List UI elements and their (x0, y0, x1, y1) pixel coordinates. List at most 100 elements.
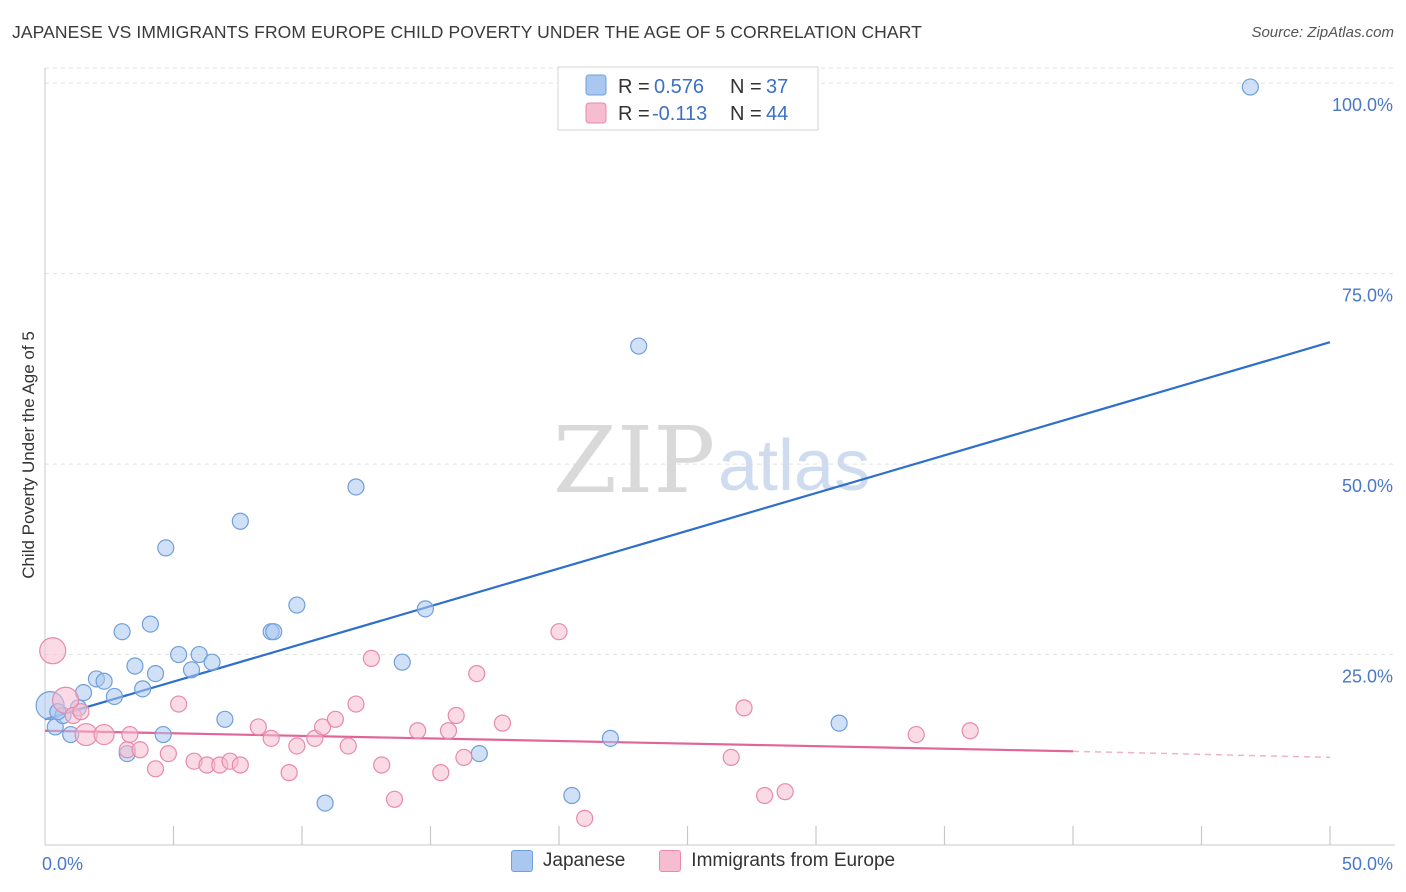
point-europe-19 (280, 764, 298, 782)
point-japanese-28 (393, 653, 411, 671)
point-europe-31 (439, 722, 458, 740)
point-japanese-7 (95, 672, 113, 690)
point-europe-28 (385, 790, 404, 808)
point-europe-40 (755, 786, 774, 805)
point-japanese-33 (630, 337, 648, 355)
point-europe-0 (39, 637, 67, 665)
watermark: ZIP atlas (553, 407, 870, 514)
point-japanese-13 (141, 615, 159, 633)
y-tick-label-1: 50.0% (1342, 476, 1393, 496)
y-axis-label: Child Poverty Under the Age of 5 (19, 331, 38, 579)
point-japanese-34 (830, 714, 848, 732)
point-europe-39 (735, 699, 753, 717)
point-europe-37 (576, 809, 594, 827)
legend-r-value-japanese: 0.576 (654, 76, 704, 98)
point-europe-36 (550, 623, 568, 641)
legend-n-value-europe: 44 (766, 103, 788, 125)
point-japanese-9 (113, 623, 131, 641)
stats-legend: R = 0.576 N = 37 R = -0.113 N = 44 (557, 66, 819, 131)
point-europe-3 (72, 703, 90, 721)
point-europe-26 (362, 649, 380, 667)
data-points (35, 78, 1259, 827)
x-tick-label-0: 0.0% (42, 854, 83, 874)
point-japanese-14 (146, 665, 165, 683)
point-japanese-8 (105, 687, 123, 706)
bottom-legend-swatch-europe (659, 850, 682, 872)
y-tick-label-0: 25.0% (1342, 667, 1393, 687)
axes (44, 68, 1395, 846)
point-europe-5 (93, 723, 115, 746)
point-japanese-31 (563, 786, 581, 805)
trend-line-europe-extension (1072, 750, 1331, 759)
point-japanese-22 (231, 512, 249, 530)
point-europe-7 (121, 725, 139, 744)
trend-line-japanese (44, 341, 1331, 721)
bottom-legend-europe[interactable]: Immigrants from Europe (659, 850, 895, 872)
chart-title: JAPANESE VS IMMIGRANTS FROM EUROPE CHILD… (12, 22, 922, 42)
point-europe-25 (347, 695, 365, 713)
point-europe-24 (339, 737, 357, 755)
bottom-legend-label-europe: Immigrants from Europe (691, 850, 896, 871)
source-label: Source: ZipAtlas.com (1251, 24, 1394, 41)
bottom-legend-japanese[interactable]: Japanese (510, 850, 626, 872)
point-japanese-20 (203, 653, 221, 671)
point-europe-23 (326, 710, 345, 728)
x-tick-labels: 0.0% 50.0% (42, 854, 1393, 874)
legend-n-value-japanese: 37 (766, 76, 788, 98)
legend-r-value-europe: -0.113 (652, 103, 707, 125)
point-japanese-19 (190, 645, 208, 664)
point-europe-30 (432, 764, 450, 782)
point-japanese-29 (416, 600, 434, 618)
point-japanese-32 (601, 729, 620, 747)
point-japanese-21 (216, 710, 234, 728)
point-japanese-15 (157, 539, 175, 557)
point-europe-27 (373, 756, 391, 774)
point-europe-9 (146, 760, 165, 778)
point-europe-22 (313, 718, 332, 736)
x-tick-label-1: 50.0% (1342, 854, 1393, 874)
legend-n-label-europe: N = (730, 103, 762, 125)
point-japanese-11 (126, 657, 144, 675)
point-japanese-25 (288, 596, 306, 614)
point-europe-41 (776, 783, 794, 801)
point-europe-17 (249, 718, 267, 736)
legend-swatch-japanese (585, 74, 607, 96)
point-europe-35 (493, 714, 512, 732)
point-japanese-18 (182, 661, 201, 679)
point-europe-20 (288, 737, 306, 755)
point-europe-10 (159, 744, 177, 763)
point-europe-18 (262, 729, 280, 747)
legend-r-label-japanese: R = (618, 76, 650, 98)
point-europe-42 (907, 725, 925, 744)
legend-swatch-europe (585, 102, 607, 124)
point-japanese-12 (134, 680, 152, 698)
point-japanese-30 (470, 744, 488, 763)
bottom-legend-swatch-japanese (510, 850, 533, 872)
point-europe-33 (455, 748, 473, 766)
trend-line-europe (44, 729, 1074, 753)
bottom-legend: Japanese Immigrants from Europe (0, 850, 1406, 872)
y-tick-labels: 25.0% 50.0% 75.0% 100.0% (1332, 95, 1393, 686)
point-japanese-16 (154, 725, 172, 744)
y-tick-label-2: 75.0% (1342, 286, 1393, 306)
point-japanese-26 (316, 794, 334, 812)
point-europe-29 (409, 722, 427, 740)
point-europe-8 (131, 741, 149, 759)
point-japanese-35 (1241, 78, 1259, 96)
point-europe-38 (722, 748, 740, 766)
point-japanese-17 (170, 645, 188, 664)
legend-n-label-japanese: N = (730, 76, 762, 98)
legend-r-label-europe: R = (618, 103, 650, 125)
point-europe-11 (170, 695, 188, 713)
point-europe-34 (468, 665, 486, 683)
trend-lines (44, 341, 1331, 759)
point-japanese-27 (347, 478, 365, 496)
point-europe-16 (231, 756, 249, 774)
point-europe-32 (447, 706, 465, 725)
bottom-legend-label-japanese: Japanese (542, 850, 626, 871)
watermark-zip: ZIP (553, 407, 715, 514)
y-tick-label-3: 100.0% (1332, 95, 1393, 115)
point-europe-43 (961, 722, 979, 740)
gridlines (45, 67, 1395, 656)
